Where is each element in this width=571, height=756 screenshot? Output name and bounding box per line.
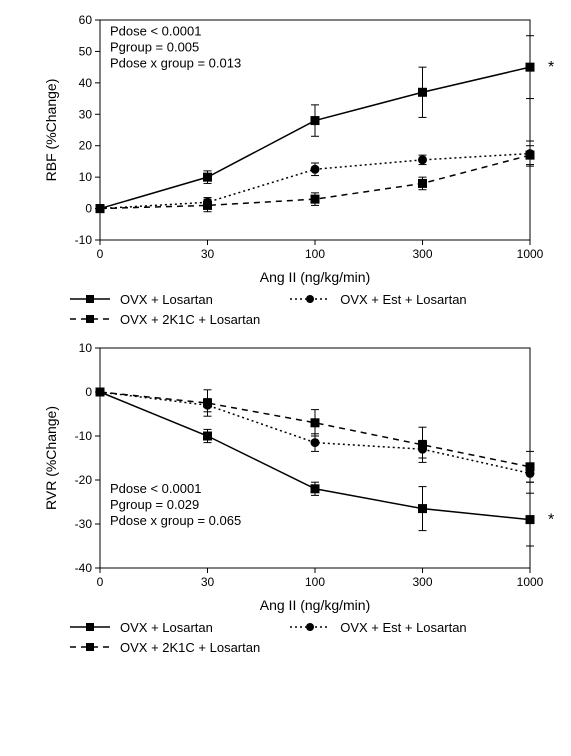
xtick-label: 100 [305, 247, 325, 261]
legend-item-s3: OVX + Est + Losartan [290, 290, 466, 308]
significance-star: * [548, 59, 554, 76]
legend: OVX + Losartan OVX + 2K1C + Losartan OVX… [70, 618, 550, 658]
panel-rvr: -40-30-20-100100301003001000Ang II (ng/k… [10, 338, 561, 658]
chart-rvr: -40-30-20-100100301003001000Ang II (ng/k… [40, 338, 560, 618]
marker-s1 [526, 515, 535, 524]
marker-s1 [526, 63, 535, 72]
xtick-label: 300 [412, 575, 432, 589]
legend-label: OVX + Est + Losartan [340, 620, 466, 635]
ytick-label: -10 [75, 233, 93, 247]
legend-item-s1: OVX + Losartan [70, 290, 260, 308]
legend-item-s1: OVX + Losartan [70, 618, 260, 636]
stats-text: Pdose x group = 0.013 [110, 56, 241, 71]
marker-s1 [418, 88, 427, 97]
marker-s2 [96, 204, 105, 213]
xtick-label: 100 [305, 575, 325, 589]
marker-s2 [526, 151, 535, 160]
marker-s1 [311, 484, 320, 493]
xtick-label: 1000 [517, 247, 544, 261]
marker-s2 [418, 440, 427, 449]
legend-item-s2: OVX + 2K1C + Losartan [70, 310, 260, 328]
stats-text: Pgroup = 0.005 [110, 40, 199, 55]
xtick-label: 30 [201, 575, 215, 589]
x-axis-label: Ang II (ng/kg/min) [260, 269, 371, 285]
xtick-label: 0 [97, 575, 104, 589]
stats-text: Pdose x group = 0.065 [110, 513, 241, 528]
marker-s2 [418, 179, 427, 188]
ytick-label: 40 [79, 76, 93, 90]
ytick-label: -20 [75, 473, 93, 487]
legend-label: OVX + 2K1C + Losartan [120, 312, 260, 327]
marker-s2 [311, 418, 320, 427]
stats-text: Pdose < 0.0001 [110, 24, 201, 39]
marker-s2 [526, 462, 535, 471]
marker-s3 [311, 165, 320, 174]
ytick-label: 0 [85, 385, 92, 399]
legend-label: OVX + Losartan [120, 292, 213, 307]
chart-rbf: -10 0 10 20 30 40 50 60 0 30 100 300 1000 Ang II (ng/… [40, 10, 560, 290]
y-axis-label: RVR (%Change) [43, 406, 59, 510]
panel-rbf: -10 0 10 20 30 40 50 60 0 30 100 300 1000 Ang II (ng/… [10, 10, 561, 330]
marker-s3 [418, 155, 427, 164]
xtick-label: 300 [412, 247, 432, 261]
ytick-label: 60 [79, 13, 93, 27]
ytick-label: -30 [75, 517, 93, 531]
ytick-label: 50 [79, 44, 93, 58]
marker-s1 [203, 173, 212, 182]
marker-s1 [418, 504, 427, 513]
x-axis-label: Ang II (ng/kg/min) [260, 597, 371, 613]
marker-s2 [203, 201, 212, 210]
ytick-label: 0 [85, 202, 92, 216]
ytick-label: 30 [79, 107, 93, 121]
stats-text: Pdose < 0.0001 [110, 481, 201, 496]
marker-s3 [311, 438, 320, 447]
y-axis-label: RBF (%Change) [43, 79, 59, 182]
marker-s1 [311, 116, 320, 125]
series-line-s1 [100, 67, 530, 208]
marker-s2 [311, 195, 320, 204]
xtick-label: 0 [97, 247, 104, 261]
legend-item-s3: OVX + Est + Losartan [290, 618, 466, 636]
marker-s2 [203, 399, 212, 408]
legend-item-s2: OVX + 2K1C + Losartan [70, 638, 260, 656]
legend-label: OVX + Losartan [120, 620, 213, 635]
significance-star: * [548, 512, 554, 529]
stats-text: Pgroup = 0.029 [110, 497, 199, 512]
legend: OVX + Losartan OVX + 2K1C + Losartan OVX… [70, 290, 550, 330]
xtick-label: 1000 [517, 575, 544, 589]
marker-s2 [96, 388, 105, 397]
legend-label: OVX + Est + Losartan [340, 292, 466, 307]
marker-s1 [203, 432, 212, 441]
ytick-label: 10 [79, 341, 93, 355]
ytick-label: -40 [75, 561, 93, 575]
ytick-label: -10 [75, 429, 93, 443]
ytick-label: 20 [79, 139, 93, 153]
legend-label: OVX + 2K1C + Losartan [120, 640, 260, 655]
ytick-label: 10 [79, 170, 93, 184]
xtick-label: 30 [201, 247, 215, 261]
